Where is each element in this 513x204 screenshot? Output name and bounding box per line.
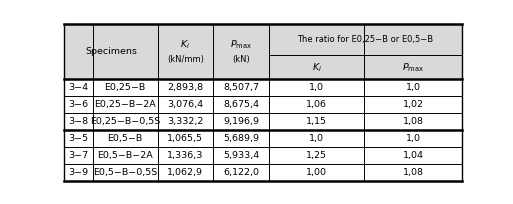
Text: $P_{\mathrm{max}}$: $P_{\mathrm{max}}$ xyxy=(402,61,424,73)
Text: 1,08: 1,08 xyxy=(403,168,424,177)
Text: 1,0: 1,0 xyxy=(309,83,324,92)
Text: 1,04: 1,04 xyxy=(403,151,424,160)
Text: 3−5: 3−5 xyxy=(68,134,89,143)
Text: The ratio for E0,25−B or E0,5−B: The ratio for E0,25−B or E0,5−B xyxy=(297,35,433,44)
Text: Specimens: Specimens xyxy=(85,48,137,57)
Text: E0,25−B: E0,25−B xyxy=(105,83,146,92)
Text: 1,08: 1,08 xyxy=(403,117,424,126)
Text: 1,065,5: 1,065,5 xyxy=(167,134,203,143)
Text: 1,336,3: 1,336,3 xyxy=(167,151,204,160)
Text: 3−8: 3−8 xyxy=(68,117,89,126)
Text: 9,196,9: 9,196,9 xyxy=(223,117,259,126)
Text: 1,15: 1,15 xyxy=(306,117,327,126)
Text: 1,0: 1,0 xyxy=(405,83,421,92)
Text: $K_i$: $K_i$ xyxy=(311,61,322,73)
Text: 3−4: 3−4 xyxy=(68,83,89,92)
Text: (kN/mm): (kN/mm) xyxy=(167,54,204,63)
Text: 8,675,4: 8,675,4 xyxy=(223,100,259,109)
Text: 3−6: 3−6 xyxy=(68,100,89,109)
Text: 1,00: 1,00 xyxy=(306,168,327,177)
Text: 1,02: 1,02 xyxy=(403,100,424,109)
Text: 5,933,4: 5,933,4 xyxy=(223,151,259,160)
Text: E0,25−B−0,5S: E0,25−B−0,5S xyxy=(90,117,160,126)
Text: 1,0: 1,0 xyxy=(405,134,421,143)
Text: 5,689,9: 5,689,9 xyxy=(223,134,259,143)
Text: 8,507,7: 8,507,7 xyxy=(223,83,259,92)
Text: (kN): (kN) xyxy=(232,54,250,63)
Text: E0,5−B: E0,5−B xyxy=(108,134,143,143)
Text: 1,062,9: 1,062,9 xyxy=(167,168,203,177)
Text: 1,06: 1,06 xyxy=(306,100,327,109)
Text: 1,25: 1,25 xyxy=(306,151,327,160)
Text: $P_{\mathrm{max}}$: $P_{\mathrm{max}}$ xyxy=(230,39,252,51)
Text: 3−7: 3−7 xyxy=(68,151,89,160)
Text: 3,076,4: 3,076,4 xyxy=(167,100,204,109)
Bar xyxy=(64,24,462,80)
Text: E0,5−B−2A: E0,5−B−2A xyxy=(97,151,153,160)
Text: $K_i$: $K_i$ xyxy=(181,39,190,51)
Text: E0,25−B−2A: E0,25−B−2A xyxy=(94,100,156,109)
Text: 3−9: 3−9 xyxy=(68,168,89,177)
Text: E0,5−B−0,5S: E0,5−B−0,5S xyxy=(93,168,157,177)
Text: 2,893,8: 2,893,8 xyxy=(167,83,204,92)
Text: 3,332,2: 3,332,2 xyxy=(167,117,204,126)
Text: 1,0: 1,0 xyxy=(309,134,324,143)
Text: 6,122,0: 6,122,0 xyxy=(223,168,259,177)
